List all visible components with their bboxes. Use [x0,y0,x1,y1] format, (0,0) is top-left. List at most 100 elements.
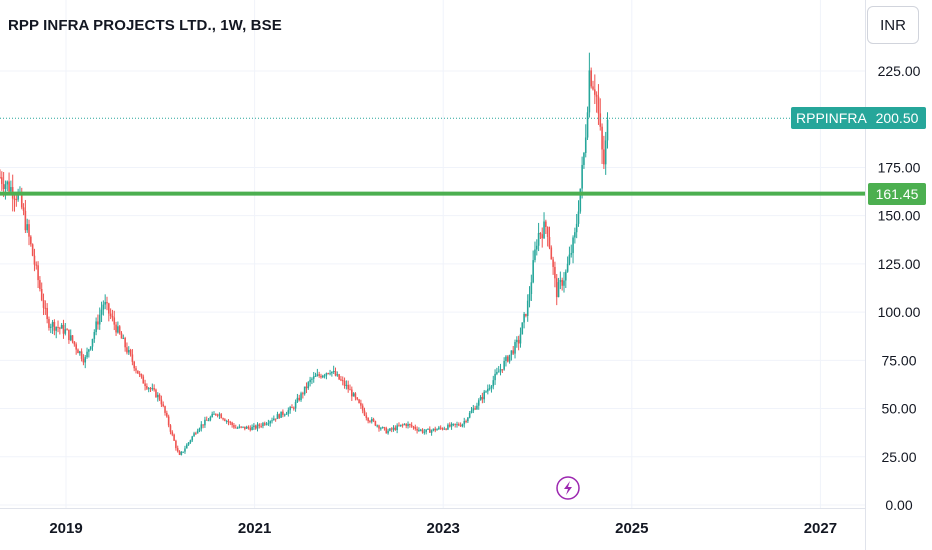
candle-body [548,237,551,248]
candle-body [98,314,101,325]
candle-body [269,421,272,424]
candle-body [590,70,592,87]
candle-body [0,177,1,179]
candle-body [398,425,400,427]
candle-body [195,433,197,435]
candle-body [592,86,594,90]
candle-body [334,371,337,376]
candle-body [2,183,5,189]
candle-body [563,280,565,286]
candle-body [117,326,119,333]
currency-selector-button[interactable]: INR [867,6,919,44]
candle-body [432,428,435,431]
candle-body [519,334,522,344]
candle-body [4,184,7,189]
candle-body [579,188,582,212]
candle-body [24,210,27,231]
candle-body [492,380,495,387]
price-tick-label: 150.00 [878,208,921,224]
candle-body [265,423,268,425]
candle-body [414,426,417,429]
candle-body [459,425,462,427]
candle-body [381,427,384,429]
candle-body [599,113,602,127]
candle-body [541,234,544,239]
candle-body [396,425,398,430]
candle-body [372,419,375,422]
candle-body [133,361,135,369]
candle-body [71,335,74,342]
candle-body [245,426,248,429]
candle-body [574,232,576,238]
candle-body [202,424,204,426]
candle-body [557,282,560,298]
price-tick-label: 100.00 [878,304,921,320]
candle-body [89,346,92,350]
candle-body [274,418,277,420]
candle-body [539,233,542,235]
candle-body [113,317,116,325]
candle-body [151,388,154,390]
candle-body [60,324,63,329]
candle-body [345,384,348,386]
candle-body [216,414,219,416]
candle-body [581,164,583,189]
candle-body [343,380,346,386]
candle-body [48,319,50,328]
support-line-price-label: 161.45 [868,182,926,205]
candle-body [282,411,284,415]
candle-body [302,393,304,395]
candle-body [68,329,70,341]
candle-body [224,419,226,421]
candle-body [501,369,504,371]
candle-body [537,233,540,246]
candle-body [532,260,534,283]
candle-body [104,301,106,305]
candle-body [258,424,261,426]
candle-body [247,426,250,428]
candle-body [273,418,275,421]
candle-body [300,393,302,401]
candle-body [28,224,30,237]
candle-body [1,177,3,184]
candle-body [158,394,161,400]
candle-body [389,428,391,431]
candle-body [225,420,228,422]
candle-body [126,347,128,353]
candle-body [554,266,556,279]
candle-body [175,440,177,449]
candle-body [325,373,328,376]
candle-body [485,391,487,393]
candle-body [312,376,315,379]
candle-body [436,429,438,431]
candle-body [49,326,52,328]
candle-body [149,388,152,390]
candle-body [316,374,319,376]
candle-body [93,332,96,339]
candle-body [321,375,324,378]
candle-body [137,370,139,374]
candle-body [200,424,203,429]
candle-body [198,428,201,431]
time-tick-label: 2019 [49,520,82,537]
candle-body [376,425,378,427]
candle-body [508,354,511,362]
candle-body [550,247,553,260]
candle-body [425,429,427,432]
candle-body [78,351,81,354]
candle-body [588,70,591,113]
candle-body [40,289,43,301]
candle-body [191,436,194,441]
candle-body [461,424,464,427]
candle-body [465,421,467,423]
candle-body [352,393,355,397]
candle-body [454,423,456,425]
candle-body [66,329,68,331]
candle-body [452,423,455,425]
time-tick-label: 2023 [427,520,460,537]
candle-body [438,427,440,430]
candle-body [254,425,257,429]
candle-body [405,424,408,427]
candle-body [184,448,186,452]
